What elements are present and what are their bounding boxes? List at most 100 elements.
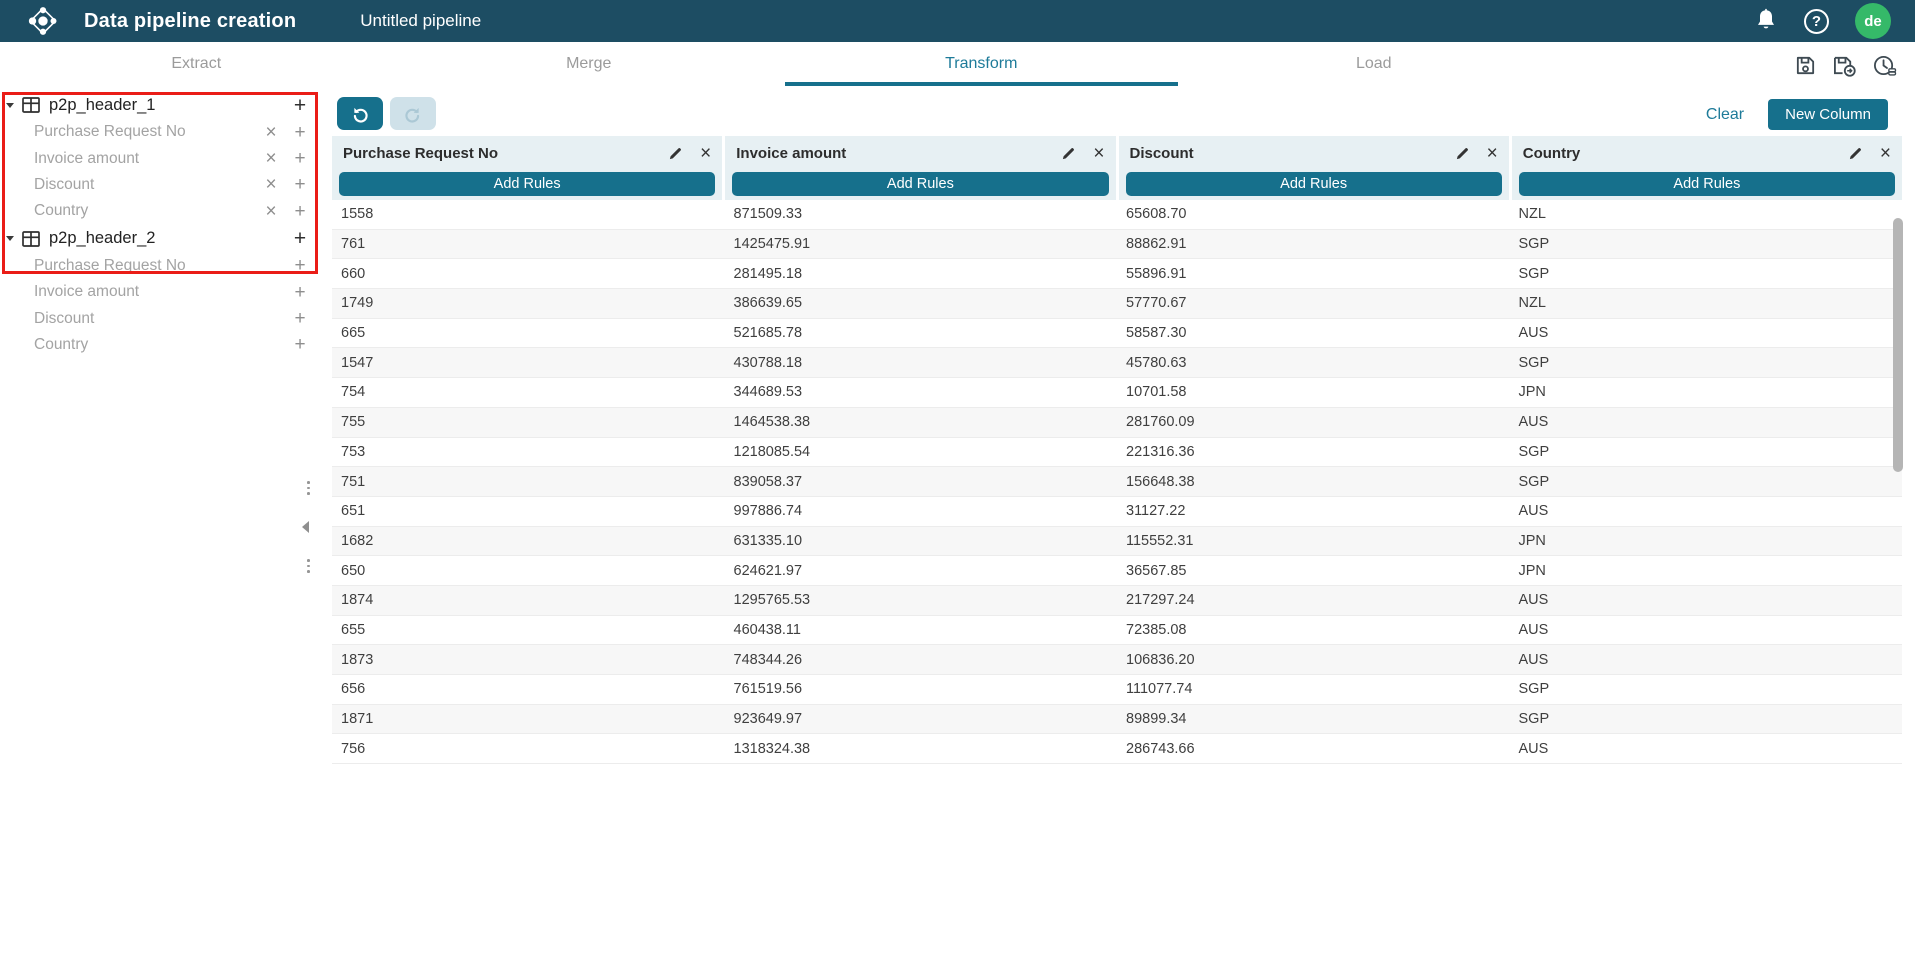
column-title: Invoice amount: [736, 144, 847, 162]
edit-pencil-icon[interactable]: [1455, 146, 1470, 161]
table-row: 655 460438.11 72385.08 AUS: [332, 615, 1902, 646]
table-cell: 58587.30: [1126, 325, 1187, 342]
table-row: 650 624621.97 36567.85 JPN: [332, 556, 1902, 586]
add-column-icon[interactable]: +: [294, 255, 306, 277]
table-cell: JPN: [1518, 562, 1546, 579]
sidebar-column-item[interactable]: Invoice amount × +: [0, 145, 322, 171]
table-cell: 755: [341, 414, 366, 431]
caret-down-icon[interactable]: [6, 236, 14, 242]
add-rules-button[interactable]: Add Rules: [339, 172, 716, 196]
table-cell: 756: [341, 740, 366, 757]
table-cell: 1295765.53: [733, 592, 811, 609]
add-rules-button[interactable]: Add Rules: [732, 172, 1109, 196]
history-icon[interactable]: [1872, 54, 1897, 77]
table-cell: AUS: [1518, 651, 1549, 668]
add-column-icon[interactable]: +: [294, 200, 306, 222]
tab-merge[interactable]: Merge: [566, 55, 612, 72]
column-title: Purchase Request No: [343, 144, 499, 162]
table-cell: SGP: [1518, 265, 1550, 282]
help-icon[interactable]: ?: [1804, 8, 1829, 34]
sidebar-column-item[interactable]: Discount +: [0, 305, 322, 331]
table-cell: 1749: [341, 295, 374, 312]
column-label: Country: [34, 202, 89, 220]
pipeline-name[interactable]: Untitled pipeline: [360, 11, 482, 30]
sidebar-column-item[interactable]: Discount × +: [0, 172, 322, 198]
table-cell: 55896.91: [1126, 265, 1187, 282]
sidebar-column-item[interactable]: Invoice amount +: [0, 279, 322, 305]
vertical-scrollbar-thumb[interactable]: [1893, 218, 1903, 472]
table-cell: 344689.53: [733, 384, 803, 401]
remove-column-icon[interactable]: ×: [265, 148, 277, 170]
table-cell: 923649.97: [733, 711, 803, 728]
add-icon[interactable]: +: [293, 227, 307, 251]
table-row: 756 1318324.38 286743.66 AUS: [332, 734, 1902, 765]
add-column-icon[interactable]: +: [294, 334, 306, 356]
remove-column-icon[interactable]: ×: [1879, 142, 1891, 164]
table-cell: 1218085.54: [733, 443, 811, 460]
notifications-bell-icon[interactable]: [1754, 8, 1778, 34]
undo-icon: [353, 107, 368, 123]
remove-column-icon[interactable]: ×: [265, 121, 277, 143]
table-row: 755 1464538.38 281760.09 AUS: [332, 407, 1902, 438]
remove-column-icon[interactable]: ×: [1093, 142, 1105, 164]
app-logo-icon: [28, 7, 57, 35]
table-cell: 115552.31: [1126, 532, 1194, 549]
sidebar-table-group-2[interactable]: p2p_header_2 +: [0, 225, 322, 253]
edit-pencil-icon[interactable]: [1848, 146, 1863, 161]
sidebar-column-item[interactable]: Purchase Request No +: [0, 253, 322, 279]
add-icon[interactable]: +: [293, 93, 307, 117]
sidebar-column-item[interactable]: Country × +: [0, 198, 322, 224]
sidebar-column-item[interactable]: Purchase Request No × +: [0, 119, 322, 145]
sidebar-column-item[interactable]: Country +: [0, 332, 322, 358]
schema-sidebar: p2p_header_1 + Purchase Request No × + I…: [0, 91, 322, 358]
tab-transform[interactable]: Transform: [785, 42, 1178, 86]
table-row: 1682 631335.10 115552.31 JPN: [332, 526, 1902, 557]
column-label: Invoice amount: [34, 283, 140, 301]
table-cell: 1558: [341, 206, 374, 223]
add-column-icon[interactable]: +: [294, 308, 306, 330]
save-icon[interactable]: [1794, 54, 1817, 77]
sidebar-table-group-1[interactable]: p2p_header_1 +: [0, 91, 322, 119]
table-row: 1558 871509.33 65608.70 NZL: [332, 200, 1902, 230]
panel-resize-handle[interactable]: [307, 559, 310, 573]
help-glyph: ?: [1811, 12, 1822, 30]
save-as-icon[interactable]: [1832, 54, 1857, 77]
remove-column-icon[interactable]: ×: [700, 142, 712, 164]
table-cell: 65608.70: [1126, 206, 1187, 223]
table-cell: 839058.37: [733, 473, 803, 490]
table-cell: 57770.67: [1126, 295, 1187, 312]
collapse-panel-icon[interactable]: [302, 521, 309, 533]
edit-pencil-icon[interactable]: [1061, 146, 1076, 161]
panel-resize-handle[interactable]: [307, 481, 310, 495]
caret-down-icon[interactable]: [6, 102, 14, 108]
table-cell: 45780.63: [1126, 354, 1187, 371]
remove-column-icon[interactable]: ×: [265, 200, 277, 222]
table-cell: 650: [341, 562, 366, 579]
table-row: 754 344689.53 10701.58 JPN: [332, 378, 1902, 408]
column-header-invoice-amount: Invoice amount × Add Rules: [725, 136, 1116, 200]
remove-column-icon[interactable]: ×: [265, 174, 277, 196]
clear-button[interactable]: Clear: [1705, 105, 1745, 123]
table-cell: 1318324.38: [733, 740, 811, 757]
table-row: 1871 923649.97 89899.34 SGP: [332, 704, 1902, 735]
user-avatar[interactable]: de: [1855, 3, 1891, 39]
table-icon: [22, 230, 40, 247]
add-column-icon[interactable]: +: [294, 148, 306, 170]
tab-extract[interactable]: Extract: [171, 55, 222, 72]
redo-button[interactable]: [390, 97, 436, 130]
table-cell: AUS: [1518, 503, 1549, 520]
add-column-icon[interactable]: +: [294, 281, 306, 303]
add-rules-button[interactable]: Add Rules: [1125, 172, 1502, 196]
table-cell: 36567.85: [1126, 562, 1187, 579]
remove-column-icon[interactable]: ×: [1486, 142, 1498, 164]
add-column-icon[interactable]: +: [294, 121, 306, 143]
new-column-button[interactable]: New Column: [1768, 99, 1888, 130]
tab-load[interactable]: Load: [1355, 55, 1392, 72]
table-cell: 31127.22: [1126, 503, 1186, 520]
table-cell: 753: [341, 443, 366, 460]
add-column-icon[interactable]: +: [294, 174, 306, 196]
undo-button[interactable]: [337, 97, 383, 130]
edit-pencil-icon[interactable]: [668, 146, 683, 161]
column-label: Purchase Request No: [34, 123, 186, 141]
add-rules-button[interactable]: Add Rules: [1518, 172, 1895, 196]
